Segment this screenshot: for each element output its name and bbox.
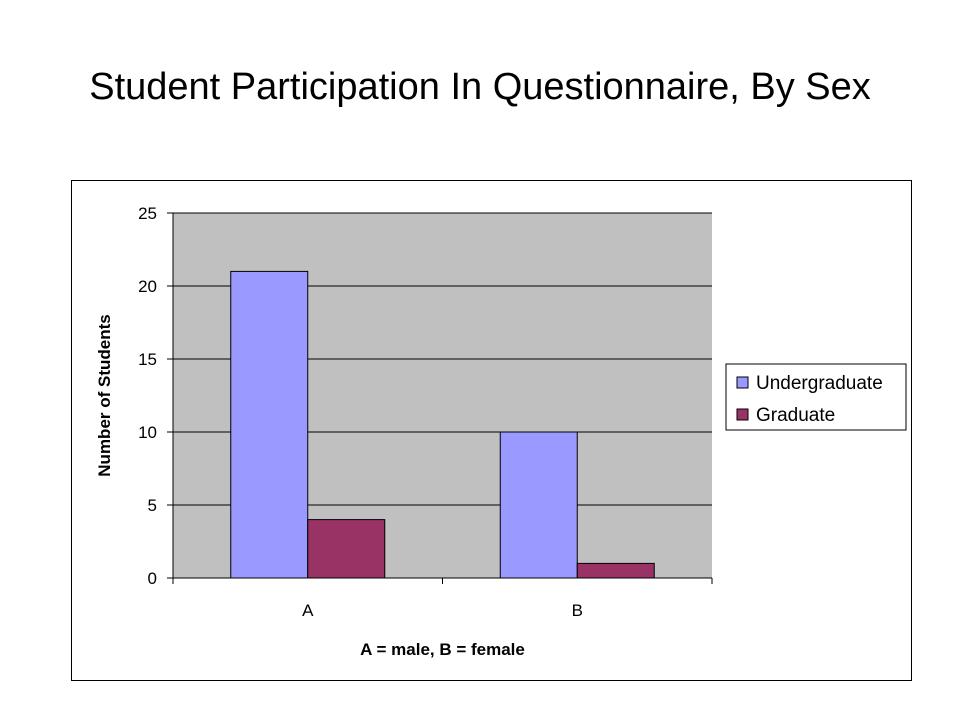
bar-undergraduate-a	[230, 270, 309, 579]
bar-graduate-a	[307, 519, 386, 579]
legend-swatch-graduate	[736, 408, 749, 421]
legend-label-undergraduate: Undergraduate	[756, 373, 883, 394]
x-tick-label: A	[302, 601, 314, 620]
legend-label-graduate: Graduate	[756, 405, 835, 426]
y-tick-label: 20	[138, 277, 157, 296]
bar-graduate-b	[576, 562, 655, 579]
legend-box	[725, 363, 907, 431]
y-tick-label: 0	[148, 569, 157, 588]
y-tick-label: 5	[148, 496, 157, 515]
y-tick-label: 25	[138, 204, 157, 223]
axes: 0 5 10 15 20 25 A B	[138, 204, 713, 620]
x-tick-label: B	[572, 601, 583, 620]
y-tick-label: 15	[138, 350, 157, 369]
legend-swatch-undergraduate	[736, 376, 749, 389]
y-axis-label: Number of Students	[95, 314, 114, 476]
bar-undergraduate-b	[499, 431, 578, 579]
x-axis-label: A = male, B = female	[360, 640, 525, 659]
y-tick-label: 10	[138, 423, 157, 442]
legend: Undergraduate Graduate	[725, 363, 907, 431]
chart-frame: 0 5 10 15 20 25 A B Number of Students A = male…	[71, 180, 912, 681]
bar-chart: 0 5 10 15 20 25 A B Number of Students A = male…	[95, 204, 907, 659]
slide-title: Student Participation In Questionnaire, …	[89, 66, 871, 108]
bars	[230, 270, 655, 579]
